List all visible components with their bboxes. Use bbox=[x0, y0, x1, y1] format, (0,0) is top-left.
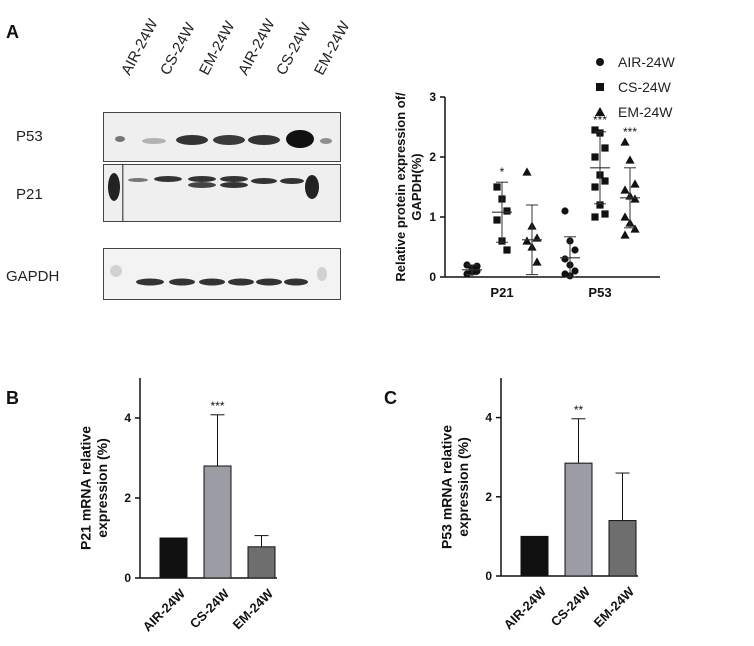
bar bbox=[520, 535, 549, 577]
y-axis-label-line: expression (%) bbox=[94, 438, 110, 538]
gapdh-bands bbox=[110, 265, 327, 286]
data-point bbox=[601, 144, 609, 152]
p53-bands bbox=[115, 130, 332, 148]
blot-row-label-gapdh: GAPDH bbox=[6, 268, 60, 285]
data-point bbox=[630, 224, 640, 233]
significance-annotation: *** bbox=[623, 125, 637, 139]
y-axis-label-line: expression (%) bbox=[455, 437, 471, 537]
y-tick-label: 4 bbox=[485, 411, 492, 425]
x-category-label: AIR-24W bbox=[501, 583, 550, 632]
y-axis-label-line: GAPDH(%) bbox=[409, 153, 424, 220]
legend-marker bbox=[595, 107, 605, 116]
significance-annotation: *** bbox=[210, 399, 224, 413]
data-point bbox=[522, 236, 532, 245]
y-axis-label-line: Relative protein expression of/ bbox=[393, 92, 408, 282]
data-point bbox=[591, 126, 599, 134]
y-tick-label: 1 bbox=[429, 210, 436, 224]
data-point bbox=[620, 212, 630, 221]
y-tick-label: 3 bbox=[429, 90, 436, 104]
data-point bbox=[591, 153, 599, 161]
significance-annotation: * bbox=[500, 165, 505, 179]
blot-image-gapdh bbox=[103, 248, 341, 300]
data-point bbox=[630, 179, 640, 188]
data-point bbox=[591, 183, 599, 191]
blot-row-label-p53: P53 bbox=[16, 128, 43, 145]
data-point bbox=[503, 207, 511, 215]
blot-image-p21 bbox=[103, 164, 341, 222]
y-tick-label: 0 bbox=[124, 571, 131, 585]
panel-label-a: A bbox=[6, 22, 19, 42]
bar bbox=[608, 520, 637, 577]
y-tick-label: 2 bbox=[124, 491, 131, 505]
data-point bbox=[561, 207, 569, 215]
bar bbox=[564, 462, 593, 577]
blot-row-label-p21: P21 bbox=[16, 186, 43, 203]
p21-bands bbox=[108, 165, 319, 221]
x-category-label: P53 bbox=[588, 285, 611, 300]
data-point bbox=[571, 267, 579, 275]
y-axis-label-line: P21 mRNA relative bbox=[77, 426, 93, 550]
data-point bbox=[532, 257, 542, 266]
y-tick-label: 0 bbox=[485, 569, 492, 583]
data-point bbox=[601, 210, 609, 218]
data-point bbox=[596, 201, 604, 209]
y-axis-label: P53 mRNA relativeexpression (%) bbox=[438, 425, 471, 549]
legend-label: EM-24W bbox=[618, 104, 673, 120]
data-point bbox=[493, 183, 501, 191]
y-tick-label: 2 bbox=[485, 490, 492, 504]
significance-annotation: ** bbox=[574, 403, 584, 417]
data-point bbox=[522, 167, 532, 176]
blot-image-p53 bbox=[103, 112, 341, 162]
data-point bbox=[620, 230, 630, 239]
panel-label-c: C bbox=[384, 388, 397, 408]
significance-annotation: *** bbox=[593, 113, 607, 127]
y-axis-label: P21 mRNA relativeexpression (%) bbox=[77, 426, 110, 550]
legend-label: CS-24W bbox=[618, 79, 672, 95]
data-point bbox=[620, 185, 630, 194]
data-point bbox=[493, 216, 501, 224]
x-category-label: EM-24W bbox=[591, 583, 638, 630]
x-category-label: CS-24W bbox=[548, 583, 594, 629]
y-tick-label: 2 bbox=[429, 150, 436, 164]
y-tick-label: 4 bbox=[124, 411, 131, 425]
data-point bbox=[601, 177, 609, 185]
y-tick-label: 0 bbox=[429, 270, 436, 284]
x-category-label: P21 bbox=[490, 285, 513, 300]
bar bbox=[203, 465, 232, 579]
y-axis-label: Relative protein expression of/GAPDH(%) bbox=[393, 92, 424, 282]
bar bbox=[159, 537, 188, 579]
legend-label: AIR-24W bbox=[618, 54, 676, 70]
data-point bbox=[503, 246, 511, 254]
data-point bbox=[620, 137, 630, 146]
y-axis-label-line: P53 mRNA relative bbox=[438, 425, 454, 549]
legend-marker bbox=[596, 58, 604, 66]
data-point bbox=[571, 246, 579, 254]
data-point bbox=[630, 194, 640, 203]
data-point bbox=[591, 213, 599, 221]
data-point bbox=[625, 155, 635, 164]
legend-marker bbox=[596, 83, 604, 91]
panel-label-b: B bbox=[6, 388, 19, 408]
data-point bbox=[473, 262, 481, 270]
